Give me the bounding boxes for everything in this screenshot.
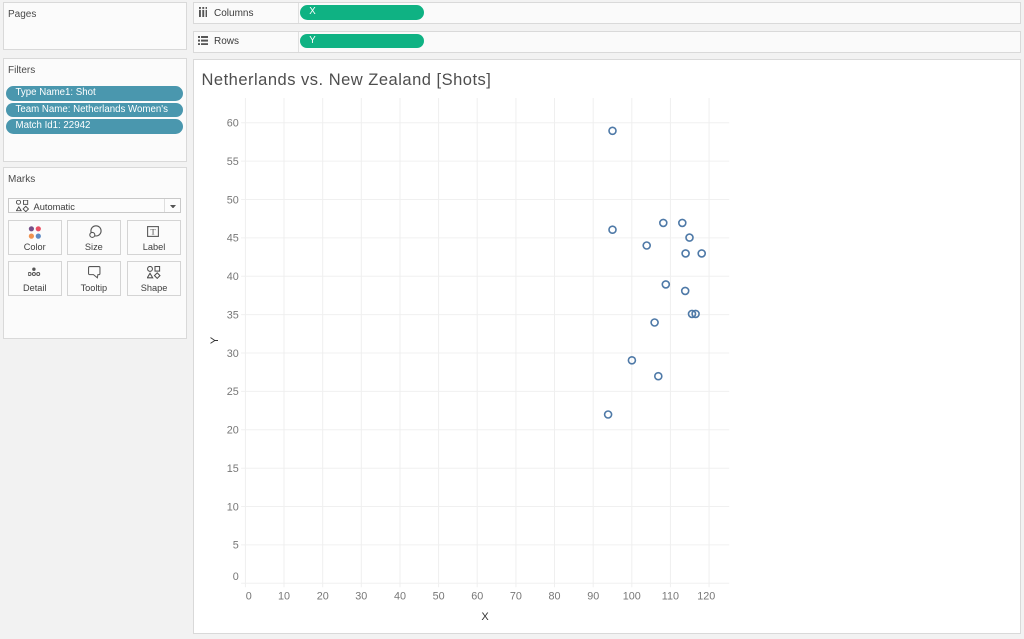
svg-text:60: 60	[227, 118, 239, 130]
svg-text:55: 55	[227, 156, 239, 168]
svg-text:30: 30	[356, 590, 368, 602]
svg-text:50: 50	[227, 194, 239, 206]
svg-text:Y: Y	[210, 336, 222, 344]
svg-text:0: 0	[246, 590, 252, 602]
svg-text:40: 40	[394, 590, 406, 602]
svg-text:45: 45	[227, 233, 239, 245]
svg-text:35: 35	[227, 309, 239, 321]
svg-text:15: 15	[227, 463, 239, 475]
svg-text:60: 60	[472, 590, 484, 602]
svg-text:10: 10	[278, 590, 290, 602]
svg-text:80: 80	[549, 590, 561, 602]
svg-text:30: 30	[227, 348, 239, 360]
svg-text:T: T	[151, 227, 157, 237]
svg-text:90: 90	[588, 590, 600, 602]
svg-text:5: 5	[233, 540, 239, 552]
svg-text:110: 110	[662, 590, 679, 602]
svg-text:100: 100	[623, 590, 641, 602]
svg-text:70: 70	[510, 590, 522, 602]
svg-text:10: 10	[227, 501, 239, 513]
svg-text:50: 50	[433, 590, 445, 602]
svg-text:0: 0	[233, 571, 239, 583]
svg-text:25: 25	[227, 386, 239, 398]
svg-text:40: 40	[227, 271, 239, 283]
svg-text:20: 20	[317, 590, 329, 602]
svg-text:120: 120	[698, 590, 716, 602]
svg-text:20: 20	[227, 425, 239, 437]
svg-text:X: X	[482, 611, 490, 623]
